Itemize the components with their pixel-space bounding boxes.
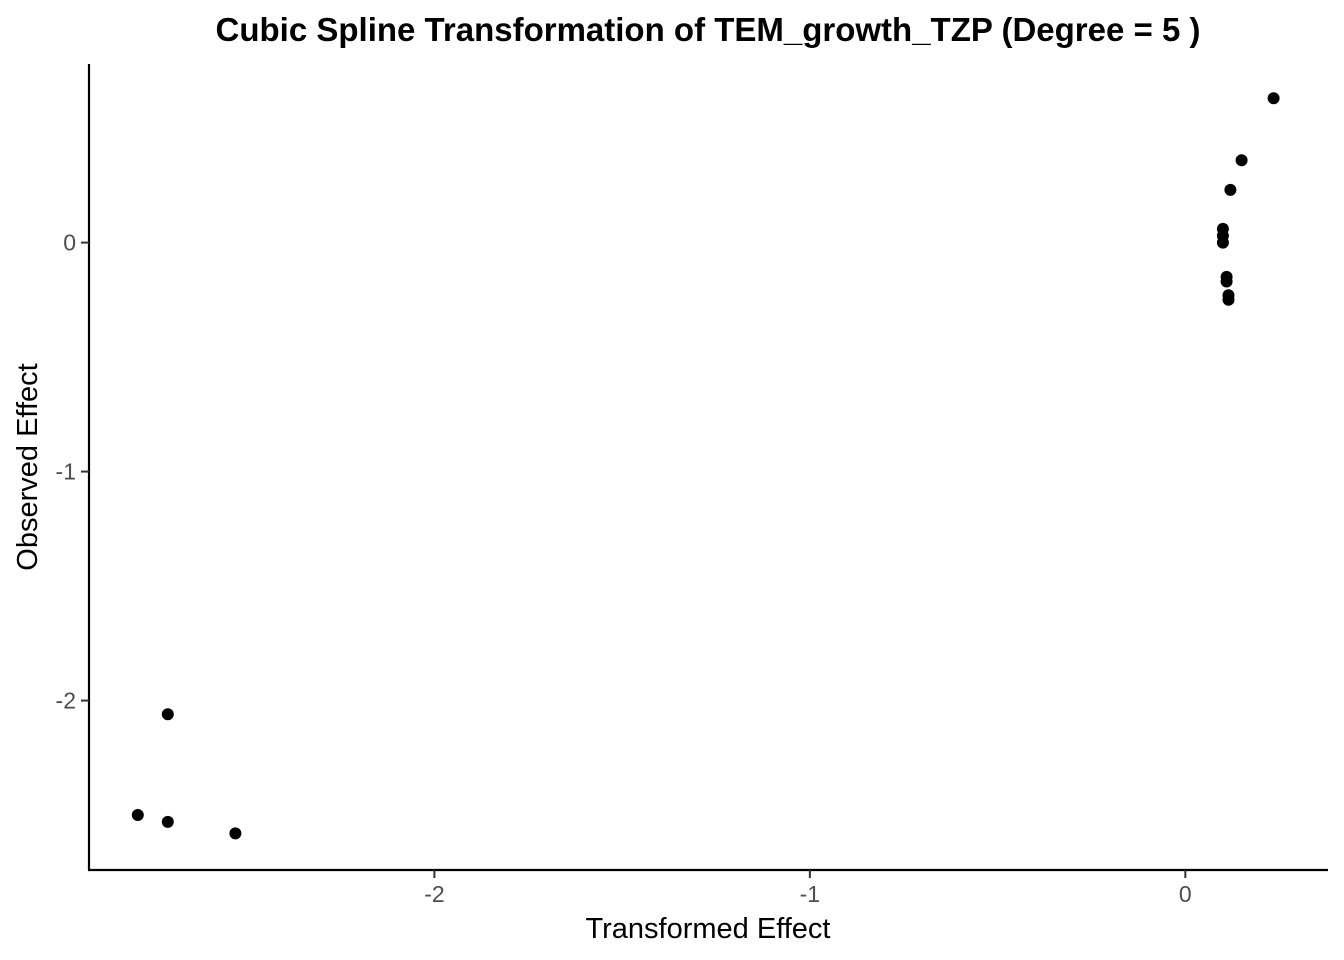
data-point-13 <box>229 827 242 840</box>
data-point-10 <box>161 708 174 721</box>
y-tick-label-1: -1 <box>56 459 76 485</box>
x-tick-label-1: -1 <box>800 881 820 907</box>
y-tick-label-0: -2 <box>56 688 76 714</box>
data-point-12 <box>161 815 174 828</box>
x-axis-title: Transformed Effect <box>586 913 831 945</box>
plot-area: -2 -1 0 -2 -1 0 <box>56 64 1328 907</box>
data-point-7 <box>1220 275 1233 288</box>
data-point-9 <box>1222 293 1235 306</box>
data-point-0 <box>1267 92 1280 105</box>
data-point-2 <box>1224 183 1237 196</box>
data-point-5 <box>1216 236 1229 249</box>
y-tick-label-2: 0 <box>63 230 76 256</box>
data-point-1 <box>1235 154 1248 167</box>
chart-title: Cubic Spline Transformation of TEM_growt… <box>216 11 1201 48</box>
y-axis-ticks: -2 -1 0 <box>56 230 89 714</box>
y-axis-title: Observed Effect <box>12 363 44 570</box>
x-tick-label-2: 0 <box>1179 881 1192 907</box>
x-axis-ticks: -2 -1 0 <box>424 870 1192 907</box>
data-point-11 <box>131 809 144 821</box>
x-tick-label-0: -2 <box>424 881 444 907</box>
data-points <box>131 92 1280 840</box>
